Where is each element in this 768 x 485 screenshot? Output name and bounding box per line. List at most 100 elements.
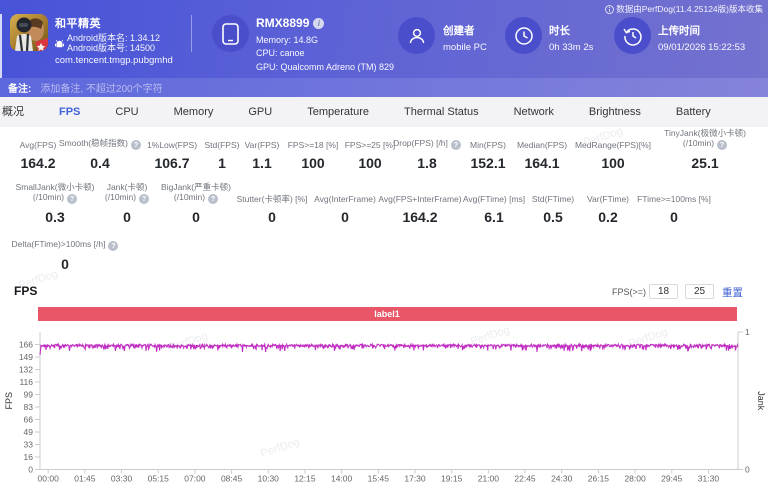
stat-value: 164.1 <box>524 155 560 171</box>
tab-temperature[interactable]: Temperature <box>307 106 369 118</box>
svg-text:99: 99 <box>24 390 34 400</box>
stat-row1-11: TinyJank(极微小卡顿) (/10min)? 25.1 <box>648 128 762 171</box>
svg-text:19:15: 19:15 <box>441 474 463 484</box>
stat-row1-1: Smooth(稳帧指数)? 0.4 <box>59 130 141 171</box>
svg-text:0: 0 <box>28 465 33 475</box>
svg-text:28:00: 28:00 <box>624 474 646 484</box>
svg-text:29:45: 29:45 <box>661 474 683 484</box>
fps-threshold-input-1[interactable] <box>649 284 678 299</box>
device-icon-circle <box>212 15 249 52</box>
report-header: 和平精英 Android版本名: 1.34.12 Android版本号: 145… <box>0 0 768 97</box>
stat-value: 1.8 <box>417 155 437 171</box>
stat-row1-8: Min(FPS) 152.1 <box>461 130 515 171</box>
clock-icon <box>514 26 533 45</box>
stat-value: 106.7 <box>154 155 190 171</box>
stat-value: 100 <box>358 155 382 171</box>
game-app-icon <box>10 14 48 51</box>
tab-概况[interactable]: 概况 <box>2 106 24 118</box>
fps-chart[interactable]: label1 0 16 33 49 66 83 99 116 132 149 166 0 1 00:00 01… <box>0 300 768 485</box>
tab-cpu[interactable]: CPU <box>115 106 139 118</box>
user-icon <box>409 28 424 43</box>
help-icon[interactable]: ? <box>717 140 728 150</box>
stat-row1-0: Avg(FPS) 164.2 <box>4 130 72 171</box>
upload-icon-circle <box>614 17 651 54</box>
header-divider <box>191 15 192 52</box>
tab-thermal-status[interactable]: Thermal Status <box>403 106 479 118</box>
svg-text:166: 166 <box>19 340 33 350</box>
creator-value: mobile PC <box>443 42 487 53</box>
help-icon[interactable]: ? <box>139 194 150 204</box>
help-icon[interactable]: ? <box>130 140 141 150</box>
svg-text:21:00: 21:00 <box>478 474 500 484</box>
help-icon[interactable]: ? <box>450 140 461 150</box>
help-icon[interactable]: ? <box>208 194 219 204</box>
app-package: com.tencent.tmgp.pubgmhd <box>55 55 173 66</box>
stat-value: 164.2 <box>402 209 438 225</box>
svg-text:1: 1 <box>745 327 750 337</box>
creator-icon-circle <box>398 17 435 54</box>
tab-brightness[interactable]: Brightness <box>588 106 641 118</box>
note-input[interactable]: 添加备注, 不超过200个字符 <box>40 84 163 95</box>
stat-row2-7: Std(FTime) 0.5 <box>525 184 581 225</box>
svg-text:05:15: 05:15 <box>148 474 170 484</box>
stat-row2-6: Avg(FTime) [ms] 6.1 <box>456 184 532 225</box>
svg-text:08:45: 08:45 <box>221 474 243 484</box>
tab-memory[interactable]: Memory <box>173 106 214 118</box>
creator-label: 创建者 <box>443 25 475 37</box>
tab-network[interactable]: Network <box>513 106 554 118</box>
series-legend-label: label1 <box>374 309 400 319</box>
tab-gpu[interactable]: GPU <box>248 106 273 118</box>
fps-line-series <box>39 342 739 356</box>
stat-value: 0 <box>341 209 349 225</box>
stat-row2-4: Avg(InterFrame) 0 <box>307 184 383 225</box>
stat-row2-2: BigJank(严重卡顿) (/10min)? 0 <box>158 182 234 225</box>
android-version-code: Android版本号: 14500 <box>67 43 156 53</box>
stat-value: 0 <box>123 209 131 225</box>
stat-row1-5: FPS>=18 [%] 100 <box>285 130 341 171</box>
tab-battery[interactable]: Battery <box>675 106 711 118</box>
tab-fps[interactable]: FPS <box>59 106 81 118</box>
stat-value: 6.1 <box>484 209 504 225</box>
y-axis-label-left: FPS <box>4 392 14 410</box>
duration-value: 0h 33m 2s <box>549 42 594 53</box>
stat-row1-6: FPS>=25 [%] 100 <box>342 130 398 171</box>
stat-row2-3: Stutter(卡顿率) [%] 0 <box>234 184 310 225</box>
device-model: RMX8899 i <box>256 16 325 30</box>
svg-text:10:30: 10:30 <box>258 474 280 484</box>
stat-row2-0: SmallJank(微小卡顿) (/10min)? 0.3 <box>10 182 100 225</box>
stat-row2-1: Jank(卡顿) (/10min)? 0 <box>92 182 162 225</box>
stat-value: 0 <box>192 209 200 225</box>
svg-text:16: 16 <box>24 452 34 462</box>
duration-icon-circle <box>505 17 542 54</box>
fps-threshold-input-2[interactable] <box>685 284 714 299</box>
stat-value: 0 <box>670 209 678 225</box>
stat-row1-2: 1%Low(FPS) 106.7 <box>140 130 204 171</box>
stat-value: 100 <box>301 155 325 171</box>
android-version-name: Android版本名: 1.34.12 <box>67 33 161 43</box>
stat-row1-3: Std(FPS) 1 <box>198 130 246 171</box>
svg-text:22:45: 22:45 <box>514 474 536 484</box>
info-circle-icon <box>605 4 615 14</box>
reset-button[interactable]: 重置 <box>722 287 743 299</box>
fps-threshold-label: FPS(>=) <box>612 287 647 297</box>
info-icon[interactable]: i <box>313 18 325 29</box>
svg-text:14:00: 14:00 <box>331 474 353 484</box>
stat-row3-0: Delta(FTime)>100ms [/h]? 0 <box>10 231 120 272</box>
y-axis-label-right: Jank <box>756 391 766 411</box>
collect-notice: 数据由PerfDog(11.4.25124版)版本收集 <box>605 3 763 15</box>
svg-text:116: 116 <box>19 377 33 387</box>
left-edge-strip <box>0 14 2 97</box>
stat-row2-9: FTime>=100ms [%] 0 <box>637 194 711 225</box>
stat-row2-8: Var(FTime) 0.2 <box>580 184 636 225</box>
stat-value: 152.1 <box>470 155 506 171</box>
help-icon[interactable]: ? <box>108 241 119 251</box>
stat-value: 0.2 <box>598 209 618 225</box>
svg-text:33: 33 <box>24 440 34 450</box>
upload-value: 09/01/2026 15:22:53 <box>658 42 746 53</box>
android-version-block: Android版本名: 1.34.12 Android版本号: 14500 <box>55 33 160 53</box>
help-icon[interactable]: ? <box>67 194 78 204</box>
svg-text:24:30: 24:30 <box>551 474 573 484</box>
stat-value: 25.1 <box>691 155 719 171</box>
svg-text:01:45: 01:45 <box>74 474 96 484</box>
